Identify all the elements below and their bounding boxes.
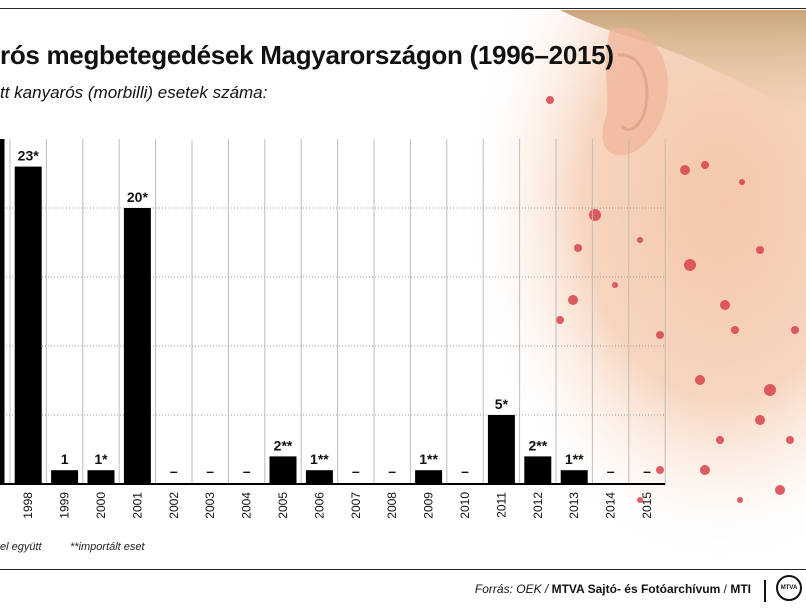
- data-label-2014: –: [607, 463, 615, 479]
- data-label-2003: –: [206, 463, 214, 479]
- data-label-2006: 1**: [310, 451, 329, 467]
- source-mti: MTI: [730, 582, 751, 596]
- x-tick-2006: 2006: [312, 492, 326, 519]
- x-tick-2012: 2012: [531, 492, 545, 519]
- x-tick-2005: 2005: [276, 492, 290, 519]
- data-label-2000: 1*: [94, 451, 108, 467]
- bars-layer: [0, 139, 588, 484]
- source-credit: Forrás: OEK / MTVA Sajtó- és Fotóarchívu…: [475, 582, 751, 596]
- x-tick-2015: 2015: [640, 492, 654, 519]
- bar-2012: [524, 456, 552, 484]
- bar-2005: [269, 456, 297, 484]
- bar-2009: [415, 470, 443, 484]
- data-label-2008: –: [388, 463, 396, 479]
- x-tick-2014: 2014: [604, 492, 618, 519]
- x-tick-2004: 2004: [240, 492, 254, 519]
- x-tick-2002: 2002: [167, 492, 181, 519]
- x-tick-2013: 2013: [567, 492, 581, 519]
- labels-layer: 23* 1 1* 20* – – – 2** 1** – – 1** – 5* 2** 1** – –: [18, 148, 651, 479]
- footnote-left: el együtt: [0, 541, 42, 553]
- chart-title: rós megbetegedések Magyarországon (1996–…: [0, 40, 614, 70]
- ticks-layer: 1998 1999 2000 2001 2002 2003 2004 2005 2006 2007…: [21, 492, 654, 519]
- mtva-logo: MTVA: [776, 575, 802, 601]
- logo-divider: [764, 580, 766, 602]
- x-tick-2009: 2009: [422, 492, 436, 519]
- chart-subtitle: tt kanyarós (morbilli) esetek száma:: [0, 83, 268, 102]
- bar-clipped: [0, 139, 4, 484]
- footnote-imported: **importált eset: [70, 541, 145, 553]
- data-label-2015: –: [643, 463, 651, 479]
- x-tick-1999: 1999: [58, 492, 72, 519]
- bar-2013: [560, 470, 588, 484]
- grid-layer: [0, 139, 666, 485]
- data-label-2001: 20*: [127, 189, 149, 205]
- source-separator: /: [723, 582, 727, 596]
- data-label-2012: 2**: [528, 437, 547, 453]
- x-tick-2010: 2010: [458, 492, 472, 519]
- source-agency: MTVA Sajtó- és Fotóarchívum: [551, 582, 721, 596]
- data-label-2013: 1**: [565, 451, 584, 467]
- data-label-2007: –: [352, 463, 360, 479]
- data-label-2011: 5*: [495, 396, 509, 412]
- data-label-2009: 1**: [419, 451, 438, 467]
- bar-1998: [14, 166, 42, 484]
- bar-2000: [87, 470, 115, 484]
- bar-2001: [123, 208, 151, 484]
- x-tick-2011: 2011: [494, 492, 508, 518]
- data-label-1999: 1: [61, 451, 69, 467]
- x-tick-2003: 2003: [203, 492, 217, 519]
- data-label-2005: 2**: [274, 437, 293, 453]
- data-label-2002: –: [170, 463, 178, 479]
- source-label: Forrás: OEK /: [474, 582, 549, 596]
- data-label-1998: 23*: [18, 148, 40, 164]
- x-tick-2001: 2001: [130, 492, 144, 519]
- bar-1999: [51, 470, 79, 484]
- data-label-2004: –: [243, 463, 251, 479]
- bar-2011: [487, 415, 515, 484]
- bar-2006: [305, 470, 333, 484]
- bottom-rule: [0, 569, 806, 570]
- x-tick-2007: 2007: [349, 492, 363, 519]
- top-rule: [0, 8, 806, 9]
- x-tick-2008: 2008: [385, 492, 399, 519]
- x-tick-2000: 2000: [94, 492, 108, 519]
- x-tick-1998: 1998: [21, 492, 35, 519]
- data-label-2010: –: [461, 463, 469, 479]
